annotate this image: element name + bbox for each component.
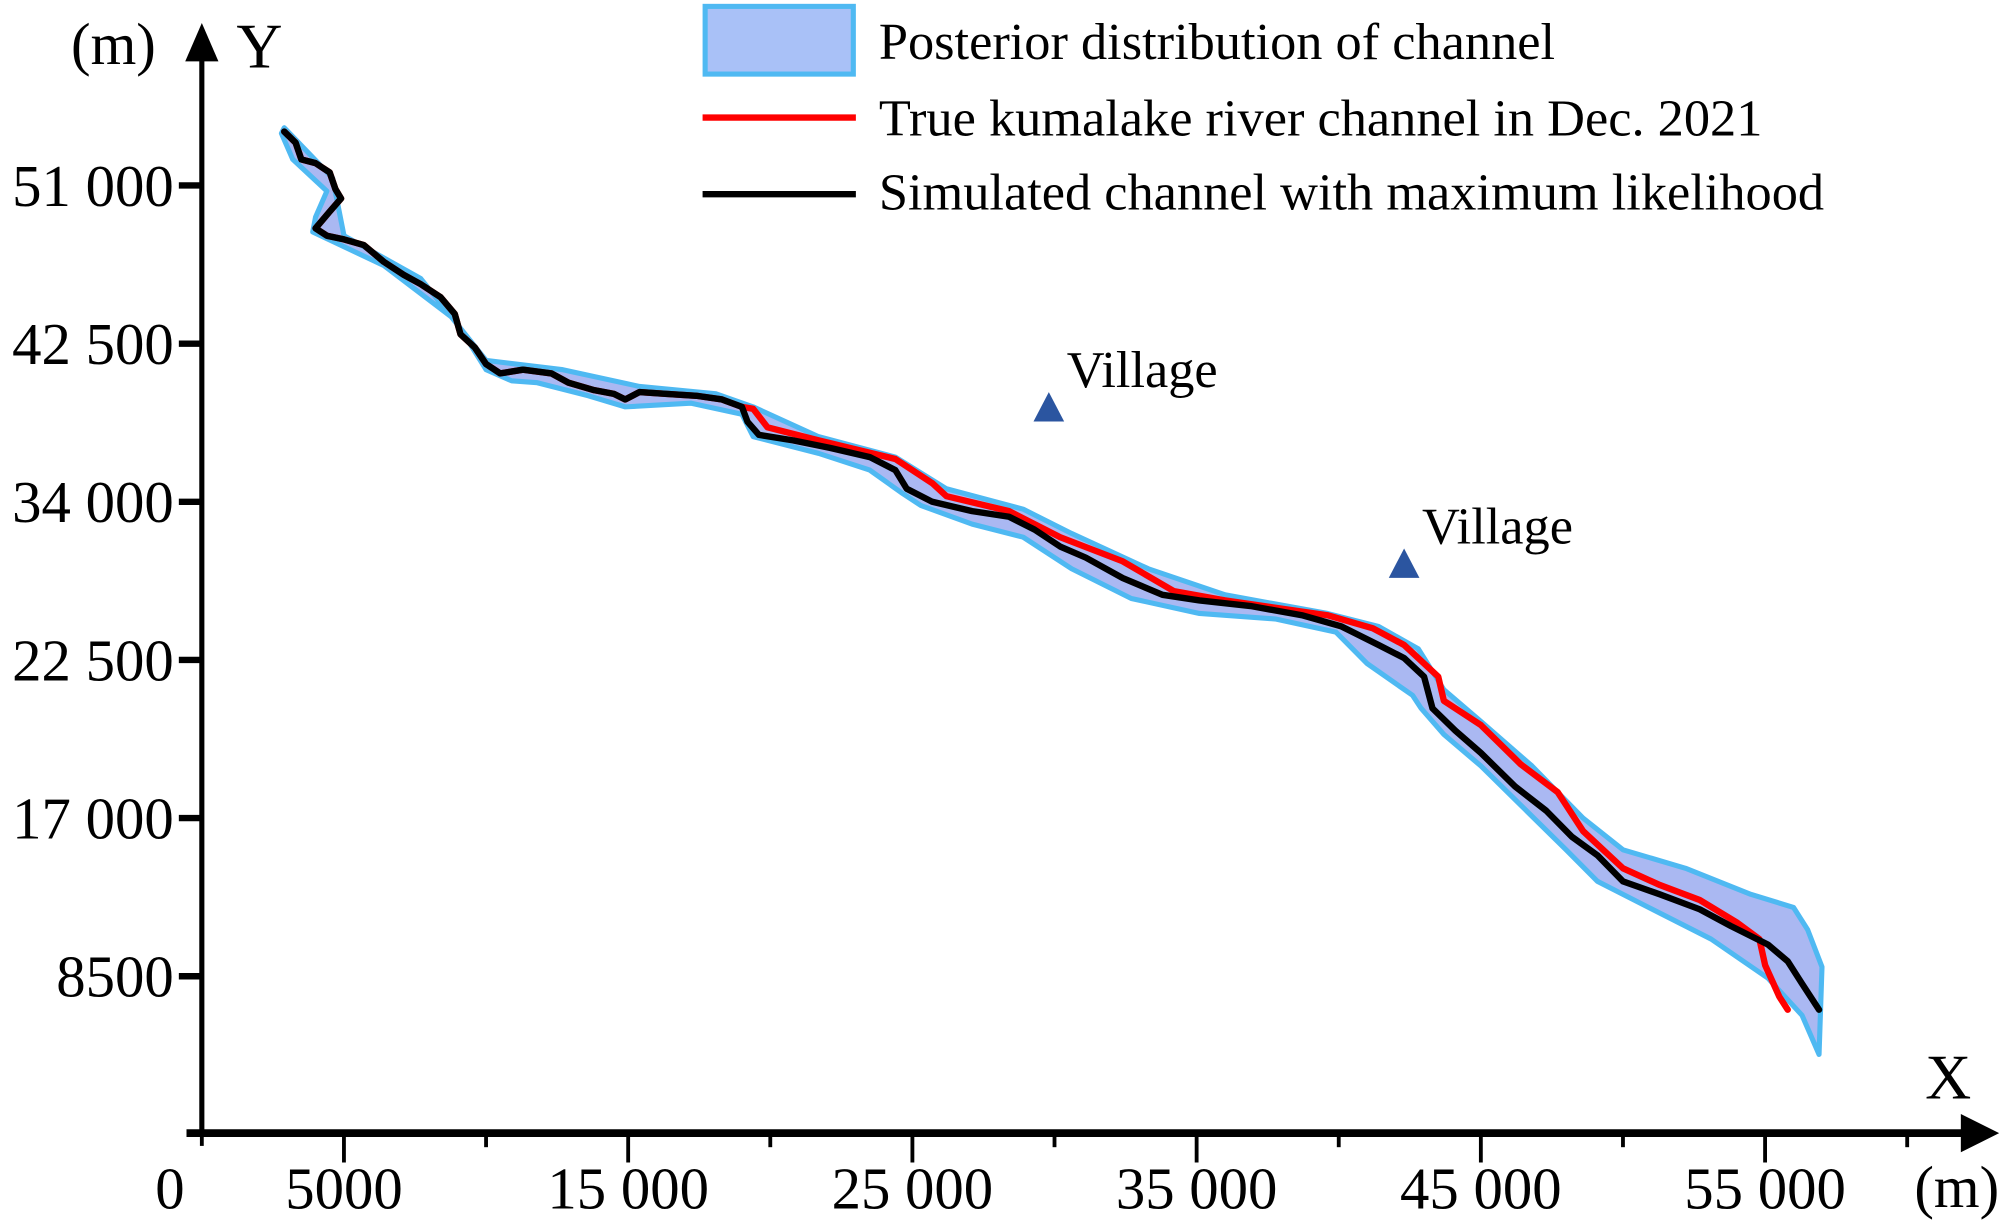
ticks: 0 5000 15 000 25 000 35 000 45 000 55 000 8500 1… [12, 154, 1910, 1220]
village-triangle-icon [1033, 392, 1065, 422]
legend-band-swatch [702, 3, 856, 77]
legend-label-simulated: Simulated channel with maximum likelihoo… [879, 164, 1824, 222]
posterior-band [278, 125, 1825, 1057]
x-axis-label: X [1925, 1042, 1971, 1113]
x-unit-label: (m) [1914, 1155, 1999, 1220]
x-axis-arrow-icon [1960, 1113, 2000, 1153]
y-axis-arrow-icon [185, 22, 219, 62]
legend: Posterior distribution of channel True k… [702, 3, 1824, 222]
y-unit-label: (m) [71, 12, 156, 77]
x-tick-label: 55 000 [1684, 1157, 1846, 1220]
village-label: Village [1422, 497, 1573, 555]
y-tick-label: 51 000 [12, 154, 174, 219]
y-tick-label: 42 500 [12, 312, 174, 377]
plot-area: Village Village [278, 125, 1825, 1057]
legend-label-band: Posterior distribution of channel [879, 13, 1555, 71]
village-label: Village [1067, 341, 1218, 399]
y-tick-label: 8500 [56, 945, 173, 1010]
y-tick-label: 34 000 [12, 470, 174, 535]
series-line-true [281, 128, 1791, 1013]
x-tick-label: 15 000 [547, 1157, 709, 1220]
axes: (m) Y X (m) [71, 11, 1999, 1220]
x-tick-label: 5000 [285, 1157, 402, 1220]
y-tick-label: 22 500 [12, 628, 174, 693]
x-tick-label: 45 000 [1400, 1157, 1562, 1220]
x-tick-label: 35 000 [1116, 1157, 1278, 1220]
legend-label-true: True kumalake river channel in Dec. 2021 [879, 89, 1763, 147]
series-line-simulated [281, 128, 1823, 1013]
village-triangle-icon [1388, 548, 1420, 578]
y-axis-label: Y [236, 11, 282, 82]
x-tick-label: 25 000 [832, 1157, 994, 1220]
y-tick-label: 17 000 [12, 787, 174, 852]
x-tick-label: 0 [155, 1157, 184, 1220]
